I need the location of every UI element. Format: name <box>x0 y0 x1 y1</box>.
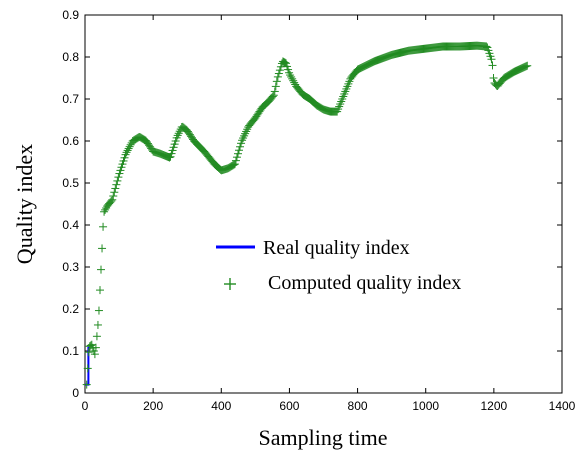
computed-point <box>229 160 238 169</box>
computed-point <box>280 58 289 67</box>
y-tick-label: 0.4 <box>62 218 79 232</box>
x-tick-label: 600 <box>279 399 299 413</box>
computed-point <box>95 286 104 295</box>
computed-point <box>122 148 131 157</box>
computed-point <box>487 55 496 64</box>
computed-point <box>99 222 108 231</box>
computed-point <box>268 92 277 101</box>
x-tick-label: 200 <box>143 399 163 413</box>
computed-point <box>275 66 284 75</box>
computed-point <box>101 205 110 214</box>
computed-point <box>109 192 118 201</box>
y-tick-label: 0.5 <box>62 176 79 190</box>
data-layer <box>82 41 532 389</box>
computed-point <box>84 348 93 357</box>
computed-point <box>286 71 295 80</box>
computed-point <box>123 146 132 155</box>
x-tick-label: 1000 <box>412 399 439 413</box>
y-tick-label: 0 <box>72 386 79 400</box>
legend-computed-label: Computed quality index <box>268 272 461 294</box>
computed-point <box>482 42 491 51</box>
legend-real-label: Real quality index <box>263 237 410 259</box>
legend-computed-marker <box>224 278 236 290</box>
computed-point <box>165 153 174 162</box>
computed-point <box>93 320 102 329</box>
computed-point <box>273 72 282 81</box>
computed-point <box>230 160 239 169</box>
computed-point <box>290 78 299 87</box>
computed-point <box>236 142 245 151</box>
computed-point <box>94 306 103 315</box>
series-computed <box>82 41 532 389</box>
computed-point <box>228 161 237 170</box>
plot-frame <box>84 14 563 394</box>
y-tick-label: 0.8 <box>62 50 79 64</box>
y-tick-label: 0.7 <box>62 92 79 106</box>
y-axis-title: Quality index <box>12 144 37 264</box>
x-tick-label: 1200 <box>481 399 508 413</box>
y-tick-label: 0.6 <box>62 134 79 148</box>
computed-point <box>100 207 109 216</box>
computed-point <box>91 343 100 352</box>
y-tick-label: 0.1 <box>62 344 79 358</box>
computed-point <box>523 61 532 70</box>
computed-point <box>124 144 133 153</box>
computed-point <box>174 129 183 138</box>
x-tick-label: 0 <box>82 399 89 413</box>
ticks-layer: 0 200 400 600 800 1000 1200 1400 0 0.1 0.2 0.3 0.4 0.… <box>62 8 575 413</box>
x-tick-label: 800 <box>348 399 368 413</box>
computed-point <box>107 197 116 206</box>
computed-point <box>488 61 497 70</box>
x-tick-label: 400 <box>211 399 231 413</box>
computed-point <box>126 140 135 149</box>
computed-point <box>287 72 296 81</box>
x-tick-label: 1400 <box>549 399 576 413</box>
computed-point <box>98 244 107 253</box>
computed-point <box>173 131 182 140</box>
computed-point <box>233 149 242 158</box>
computed-point <box>274 69 283 78</box>
computed-point <box>97 265 106 274</box>
legend: Real quality index Computed quality inde… <box>216 237 461 294</box>
computed-point <box>125 142 134 151</box>
computed-point <box>272 77 281 86</box>
computed-point <box>288 74 297 83</box>
computed-point <box>232 153 241 162</box>
x-axis-title: Sampling time <box>259 425 388 450</box>
computed-point <box>289 76 298 85</box>
computed-point <box>90 350 99 359</box>
computed-point <box>231 156 240 165</box>
computed-point <box>110 188 119 197</box>
y-tick-label: 0.9 <box>62 8 79 22</box>
computed-point <box>271 82 280 91</box>
computed-point <box>269 91 278 100</box>
computed-point <box>489 74 498 82</box>
computed-point <box>175 127 184 136</box>
computed-point <box>92 332 101 341</box>
y-tick-label: 0.2 <box>62 302 79 316</box>
computed-point <box>111 184 120 193</box>
computed-point <box>83 364 92 373</box>
computed-point <box>279 58 288 67</box>
computed-point <box>113 176 122 185</box>
computed-point <box>82 380 91 389</box>
computed-point <box>235 146 244 155</box>
y-tick-label: 0.3 <box>62 260 79 274</box>
computed-point <box>108 195 117 204</box>
computed-point <box>112 180 121 189</box>
computed-point <box>114 173 123 182</box>
computed-point <box>270 87 279 96</box>
